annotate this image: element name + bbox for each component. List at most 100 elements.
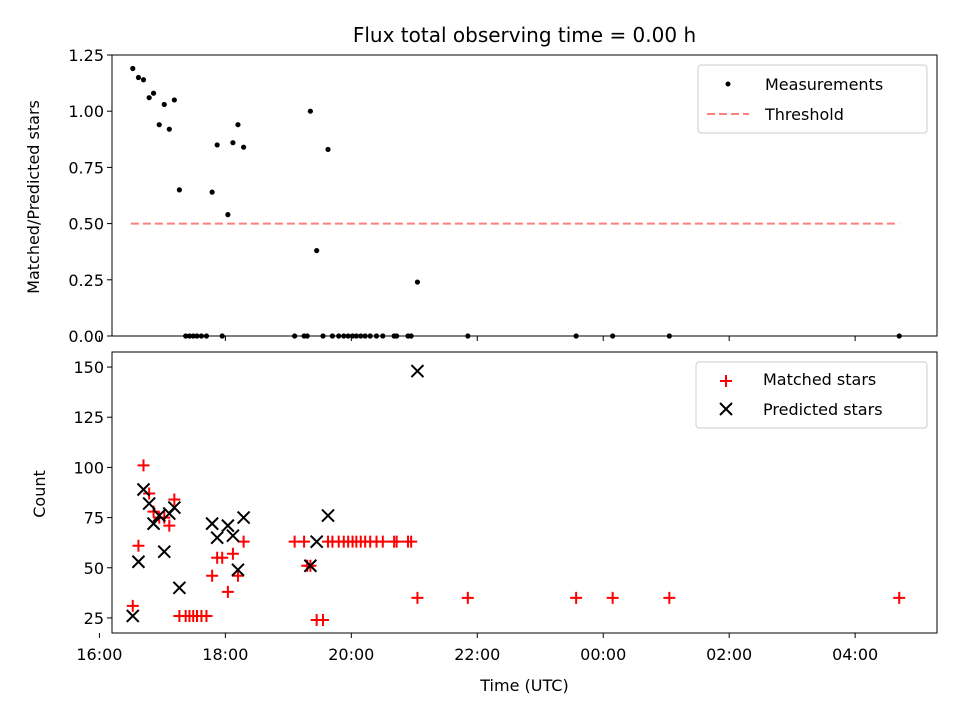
predicted-star-point [210, 530, 224, 545]
measurement-point [140, 77, 147, 83]
predicted-star-point [172, 581, 187, 595]
chart-title: Flux total observing time = 0.00 h [353, 23, 696, 47]
ratio-y-tick-label: 0.50 [68, 215, 104, 234]
ratio-axes-frame [111, 54, 938, 337]
matched-star-point [137, 459, 150, 472]
measurement-point [176, 187, 182, 193]
bottom-y-axis-label: Count [30, 470, 49, 518]
count-axes-frame [111, 351, 938, 634]
matched-star-point [376, 535, 389, 548]
predicted-star-point [321, 508, 335, 523]
predicted-star-point [226, 528, 240, 543]
matched-star-point [606, 591, 619, 604]
matched-star-point [216, 551, 229, 564]
ratio-axes: 0.00 0.25 0.50 0.75 1.00 1.25 [68, 46, 938, 346]
measurement-point [150, 90, 157, 96]
x-tick-label: 16:00 [76, 645, 122, 664]
measurement-point [166, 126, 172, 132]
matched-star-point [168, 493, 181, 506]
legend-matched-label: Matched stars [763, 370, 876, 389]
matched-star-point [231, 569, 244, 582]
x-tick-label: 02:00 [706, 645, 752, 664]
measurement-point [225, 212, 231, 218]
predicted-star-point [236, 510, 251, 525]
legend-matched-marker [720, 375, 732, 387]
x-tick-label: 04:00 [832, 645, 878, 664]
predicted-star-point [205, 516, 219, 531]
matched-star-point [143, 487, 156, 500]
predicted-star-point [303, 559, 318, 573]
measurement-point [214, 142, 220, 148]
matched-star-point [663, 591, 676, 604]
measurement-point [156, 122, 162, 128]
count-y-tick-label: 150 [73, 358, 104, 377]
predicted-star-point [231, 563, 245, 577]
legend-predicted-label: Predicted stars [763, 400, 883, 419]
matched-star-point [461, 591, 474, 604]
ratio-y-tick-label: 1.00 [68, 102, 104, 121]
predicted-star-point [309, 534, 324, 549]
legend-measurements-label: Measurements [765, 75, 883, 94]
matched-star-point [221, 585, 234, 598]
measurement-point [414, 279, 421, 285]
matched-star-point [390, 535, 403, 548]
x-tick-label: 18:00 [202, 645, 248, 664]
matched-star-point [126, 599, 139, 612]
count-axes: 25 50 75 100 125 150 16:00 18:00 20:00 22:00 00:00… [73, 351, 938, 664]
ratio-y-tick-label: 0.25 [68, 271, 104, 290]
measurement-point [130, 65, 136, 72]
ratio-legend: Measurements Threshold [697, 64, 928, 134]
matched-star-point [206, 569, 219, 582]
ratio-legend-box [697, 64, 928, 134]
measurement-point [171, 97, 177, 103]
ratio-panel: Flux total observing time = 0.00 h Match… [24, 23, 938, 346]
matched-star-point [163, 519, 176, 532]
ratio-y-tick-label: 0.75 [68, 158, 104, 177]
measurement-point [314, 247, 320, 254]
count-y-tick-label: 25 [84, 609, 104, 628]
predicted-star-point [142, 496, 156, 511]
predicted-star-point [157, 545, 171, 559]
matched-star-point [226, 547, 239, 560]
matched-star-point [570, 591, 583, 604]
x-tick-label: 00:00 [580, 645, 626, 664]
ratio-y-tick-label: 0.00 [68, 327, 104, 346]
matched-star-point [405, 535, 418, 548]
count-y-tick-label: 50 [84, 559, 104, 578]
x-axis-label: Time (UTC) [479, 676, 568, 695]
predicted-star-point [131, 555, 146, 569]
measurement-point [235, 122, 241, 128]
top-y-axis-label: Matched/Predicted stars [24, 100, 43, 294]
count-y-tick-label: 100 [73, 458, 104, 477]
measurement-point [230, 140, 236, 146]
legend-predicted-marker [719, 402, 733, 416]
count-y-tick-label: 75 [84, 509, 104, 528]
x-tick-label: 20:00 [328, 645, 374, 664]
predicted-star-point [126, 609, 140, 623]
count-y-tick-label: 125 [73, 408, 104, 427]
predicted-star-point [221, 518, 235, 533]
legend-measurements-marker [725, 81, 731, 87]
measurement-point [325, 146, 331, 153]
matched-star-point [411, 591, 424, 604]
predicted-star-point [136, 482, 151, 497]
count-legend-box [695, 361, 928, 429]
measurement-point [307, 108, 313, 114]
predicted-star-point [410, 364, 425, 378]
measurement-point [161, 101, 167, 108]
ratio-y-tick-label: 1.25 [68, 46, 104, 65]
matched-star-point [200, 609, 213, 622]
measurement-point [209, 189, 215, 195]
measurement-point [135, 74, 142, 81]
matched-star-point [298, 535, 311, 548]
matched-star-point [893, 591, 906, 604]
measurement-point [241, 144, 247, 150]
predicted-star-point [146, 516, 161, 531]
matched-star-point [132, 539, 145, 552]
matched-star-point [316, 613, 329, 626]
matched-star-point [237, 535, 250, 548]
measurement-point [146, 95, 152, 101]
count-legend: Matched stars Predicted stars [695, 361, 928, 429]
